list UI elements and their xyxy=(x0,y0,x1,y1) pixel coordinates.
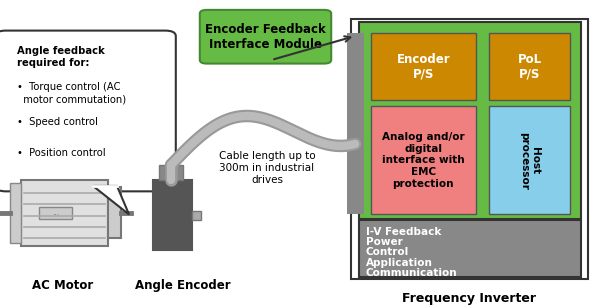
Text: AC Motor: AC Motor xyxy=(32,279,94,292)
Text: Analog and/or
digital
interface with
EMC
protection: Analog and/or digital interface with EMC… xyxy=(382,132,464,189)
Text: Control: Control xyxy=(366,247,409,258)
FancyBboxPatch shape xyxy=(21,180,108,246)
Text: PoL
P/S: PoL P/S xyxy=(517,53,542,81)
FancyBboxPatch shape xyxy=(347,33,364,214)
Text: Angle Encoder: Angle Encoder xyxy=(135,279,231,292)
FancyBboxPatch shape xyxy=(192,211,201,220)
FancyBboxPatch shape xyxy=(108,188,121,239)
FancyBboxPatch shape xyxy=(10,183,21,243)
Text: Cable length up to
300m in industrial
drives: Cable length up to 300m in industrial dr… xyxy=(218,151,316,185)
Text: •  Position control: • Position control xyxy=(17,149,106,158)
FancyBboxPatch shape xyxy=(351,19,588,279)
FancyBboxPatch shape xyxy=(371,33,476,100)
Text: Encoder
P/S: Encoder P/S xyxy=(397,53,450,81)
Text: •  Torque control (AC
  motor commutation): • Torque control (AC motor commutation) xyxy=(17,83,126,104)
Polygon shape xyxy=(93,186,129,214)
Text: Frequency Inverter: Frequency Inverter xyxy=(403,292,536,305)
FancyBboxPatch shape xyxy=(153,180,192,251)
Text: Angle feedback
required for:: Angle feedback required for: xyxy=(17,46,104,68)
Text: ...: ... xyxy=(52,208,59,217)
FancyBboxPatch shape xyxy=(489,107,570,214)
Text: Power: Power xyxy=(366,237,403,247)
FancyBboxPatch shape xyxy=(39,207,72,219)
Text: •  Speed control: • Speed control xyxy=(17,117,98,127)
FancyBboxPatch shape xyxy=(200,10,331,64)
FancyBboxPatch shape xyxy=(159,165,183,180)
FancyBboxPatch shape xyxy=(371,107,476,214)
FancyBboxPatch shape xyxy=(0,31,176,191)
Text: Communication: Communication xyxy=(366,268,458,278)
FancyBboxPatch shape xyxy=(489,33,570,100)
Text: Encoder Feedback
Interface Module: Encoder Feedback Interface Module xyxy=(205,23,326,51)
FancyBboxPatch shape xyxy=(359,22,581,219)
Text: I-V Feedback: I-V Feedback xyxy=(366,227,442,237)
FancyBboxPatch shape xyxy=(359,220,581,278)
Text: Application: Application xyxy=(366,258,433,268)
Text: Host
processor: Host processor xyxy=(519,131,540,189)
